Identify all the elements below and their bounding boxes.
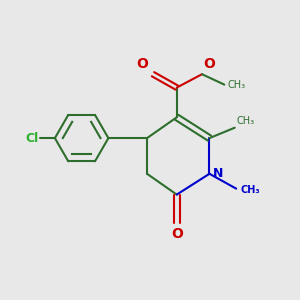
Text: O: O [171,227,183,241]
Text: N: N [212,167,223,180]
Text: CH₃: CH₃ [241,185,260,195]
Text: O: O [136,57,148,71]
Text: O: O [203,57,215,71]
Text: Cl: Cl [25,132,38,145]
Text: CH₃: CH₃ [236,116,254,126]
Text: CH₃: CH₃ [227,80,245,90]
